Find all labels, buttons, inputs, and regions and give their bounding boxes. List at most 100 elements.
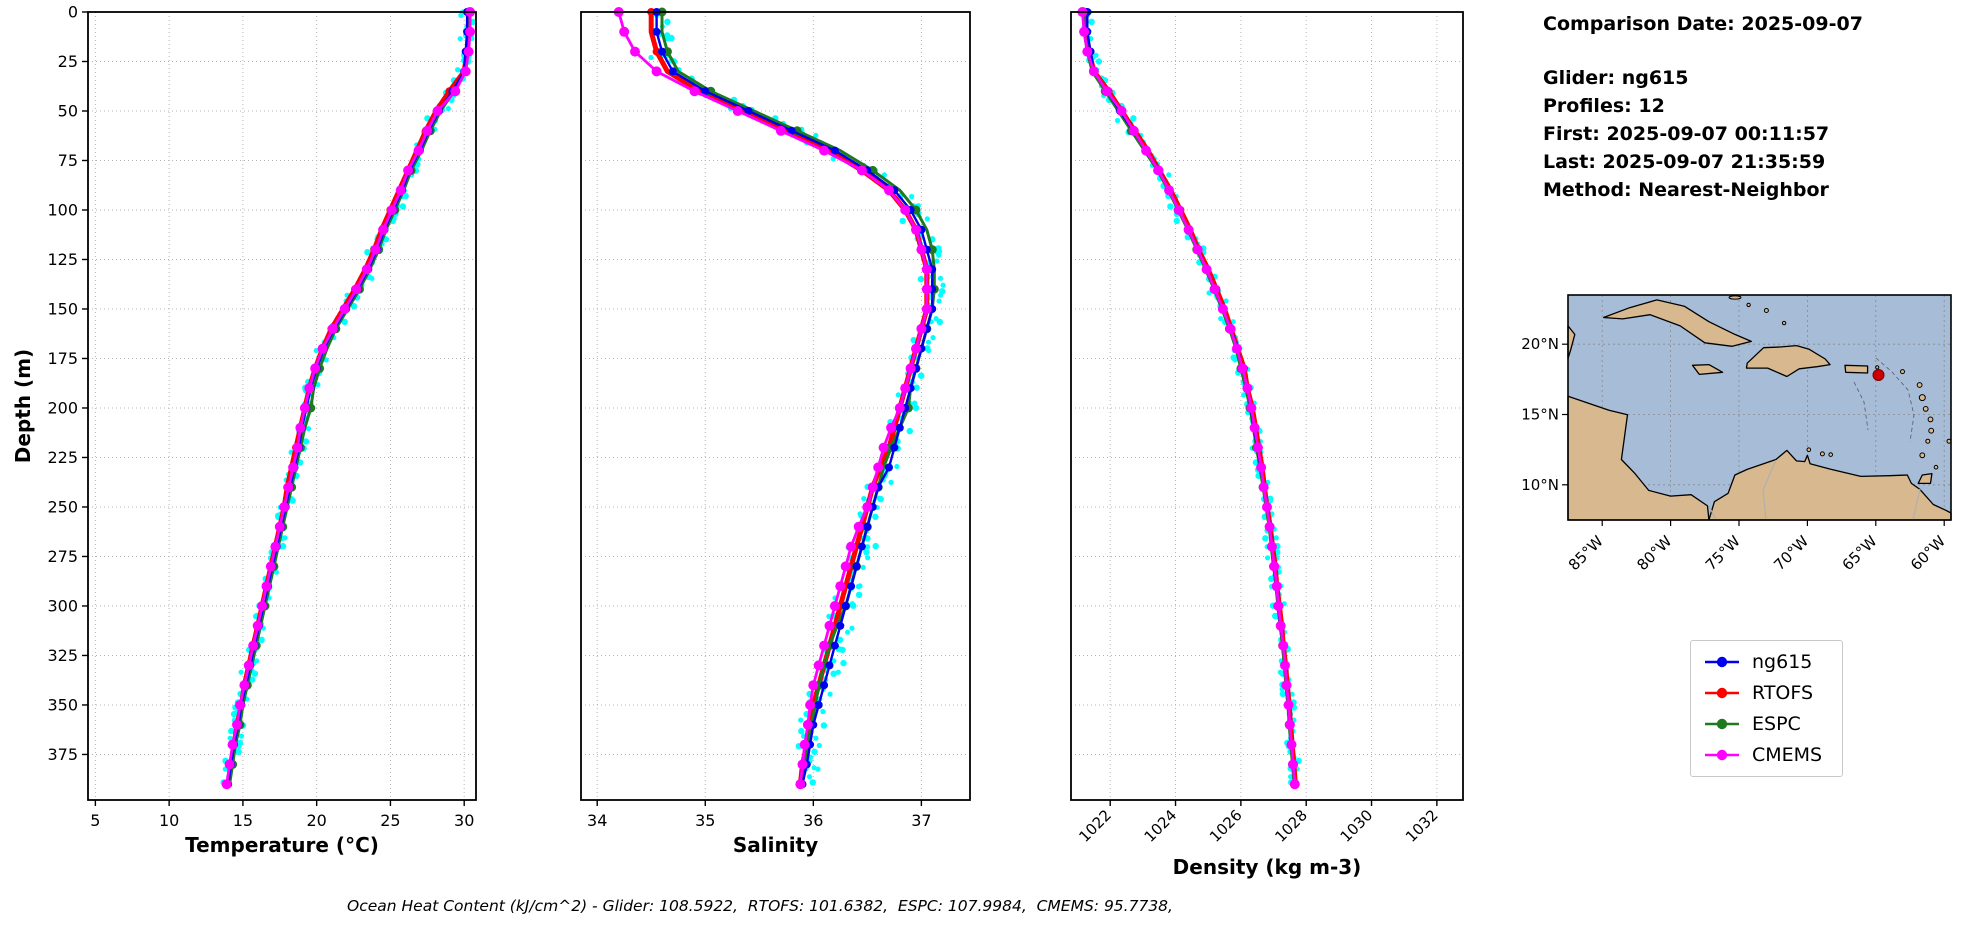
legend-label: ESPC — [1752, 713, 1801, 735]
svg-text:225: 225 — [47, 448, 78, 467]
map-lat-tick-15n: 15°N — [1521, 406, 1559, 424]
map-ticks — [1562, 343, 1945, 526]
svg-text:1022: 1022 — [1075, 806, 1115, 846]
gridlines — [88, 11, 476, 800]
series-espc — [1079, 7, 1297, 785]
series-ng615 — [652, 8, 937, 789]
glider-raw-scatter — [220, 8, 476, 786]
info-panel: Comparison Date: 2025-09-07 Glider: ng61… — [1543, 10, 1863, 204]
glider-location-marker — [1872, 369, 1885, 381]
caribbean-map: 85°W 80°W 75°W 70°W 65°W 60°W 20°N 15°N … — [1521, 294, 1952, 574]
axes-spines — [580, 11, 971, 801]
series-rtofs — [1081, 8, 1298, 785]
map-maritime-boundaries — [1853, 357, 1915, 443]
svg-text:1028: 1028 — [1271, 806, 1311, 846]
svg-text:20: 20 — [306, 811, 326, 830]
map-lon-tick-65w: 65°W — [1839, 532, 1881, 574]
last-profile-time-text: Last: 2025-09-07 21:35:59 — [1543, 151, 1826, 173]
legend-marker-icon — [1705, 718, 1739, 730]
series-rtofs — [225, 8, 473, 785]
svg-text:25: 25 — [380, 811, 400, 830]
series-rtofs — [647, 8, 931, 785]
method-text: Method: Nearest-Neighbor — [1543, 179, 1829, 201]
axes-spines — [87, 11, 477, 801]
svg-text:325: 325 — [47, 646, 78, 665]
svg-text:1030: 1030 — [1337, 806, 1377, 846]
map-border — [1567, 294, 1952, 521]
svg-text:1032: 1032 — [1402, 806, 1442, 846]
svg-text:200: 200 — [47, 398, 78, 417]
map-lon-tick-85w: 85°W — [1565, 532, 1607, 574]
series-espc — [228, 7, 474, 785]
map-lat-tick-20n: 20°N — [1521, 335, 1559, 353]
y-axis-label: Depth (m) — [11, 349, 35, 463]
map-lon-tick-80w: 80°W — [1633, 532, 1675, 574]
salinity-profile-chart: 34 35 36 37 Salinity — [580, 7, 971, 857]
svg-text:36: 36 — [803, 811, 823, 830]
map-landmasses — [1567, 295, 1952, 521]
svg-text:100: 100 — [47, 200, 78, 219]
landmass-south-america — [1708, 449, 1952, 521]
glider-raw-scatter — [1081, 8, 1302, 786]
svg-text:1024: 1024 — [1141, 806, 1181, 846]
svg-text:35: 35 — [695, 811, 715, 830]
legend-entry-espc: ESPC — [1703, 713, 1822, 735]
map-lon-tick-60w: 60°W — [1907, 532, 1949, 574]
axes-spines — [1070, 11, 1464, 801]
tick-labels: 34 35 36 37 — [587, 800, 932, 830]
first-profile-time-text: First: 2025-09-07 00:11:57 — [1543, 123, 1830, 145]
landmass-central-america — [1567, 395, 1710, 521]
svg-text:150: 150 — [47, 299, 78, 318]
svg-text:50: 50 — [58, 101, 78, 120]
legend-entry-ng615: ng615 — [1703, 651, 1822, 673]
legend-marker-icon — [1705, 656, 1739, 668]
svg-text:300: 300 — [47, 596, 78, 615]
x-axis-label: Salinity — [733, 833, 818, 857]
landmass-jamaica — [1691, 363, 1724, 376]
svg-text:250: 250 — [47, 497, 78, 516]
svg-text:10: 10 — [159, 811, 179, 830]
x-axis-label: Temperature (°C) — [185, 833, 379, 857]
legend-label: RTOFS — [1752, 682, 1814, 704]
legend-marker-icon — [1705, 687, 1739, 699]
legend-entry-rtofs: RTOFS — [1703, 682, 1822, 704]
map-lon-tick-70w: 70°W — [1770, 532, 1812, 574]
landmass-cuba — [1602, 299, 1752, 347]
landmass-trinidad — [1917, 472, 1933, 485]
svg-text:275: 275 — [47, 547, 78, 566]
svg-text:30: 30 — [454, 811, 474, 830]
series-cmems — [1077, 7, 1300, 790]
svg-text:25: 25 — [58, 52, 78, 71]
info-gap — [1543, 38, 1863, 64]
legend-label: ng615 — [1752, 651, 1813, 673]
lesser-antilles-islands — [1728, 295, 1952, 470]
profiles-count-text: Profiles: 12 — [1543, 95, 1665, 117]
comparison-date-text: Comparison Date: 2025-09-07 — [1543, 13, 1863, 35]
map-borders — [1708, 459, 1921, 521]
svg-text:37: 37 — [911, 811, 931, 830]
series-cmems — [221, 7, 476, 790]
svg-text:0: 0 — [68, 3, 78, 22]
density-profile-chart: 1022 1024 1026 1028 1030 1032 Density (kg m-3) — [1070, 7, 1464, 879]
svg-text:5: 5 — [90, 811, 100, 830]
svg-text:350: 350 — [47, 695, 78, 714]
legend-entry-cmems: CMEMS — [1703, 744, 1822, 766]
glider-name-text: Glider: ng615 — [1543, 67, 1689, 89]
series-cmems — [613, 7, 932, 790]
svg-text:15: 15 — [233, 811, 253, 830]
series-ng615 — [1083, 8, 1299, 789]
svg-text:75: 75 — [58, 151, 78, 170]
tick-labels: 5 10 15 20 25 3002550751001251501752002252502… — [47, 3, 474, 831]
tick-labels: 1022 1024 1026 1028 1030 1032 — [1075, 800, 1442, 846]
x-axis-label: Density (kg m-3) — [1173, 855, 1362, 879]
svg-text:1026: 1026 — [1206, 806, 1246, 846]
landmass-puerto-rico — [1844, 364, 1869, 374]
map-lat-tick-10n: 10°N — [1521, 476, 1559, 494]
svg-text:375: 375 — [47, 745, 78, 764]
legend: ng615 RTOFS ESPC CMEMS — [1690, 640, 1844, 777]
ocean-heat-content-text: Ocean Heat Content (kJ/cm^2) - Glider: 1… — [347, 897, 1173, 915]
svg-text:34: 34 — [587, 811, 607, 830]
legend-marker-icon — [1705, 749, 1739, 761]
svg-text:125: 125 — [47, 250, 78, 269]
